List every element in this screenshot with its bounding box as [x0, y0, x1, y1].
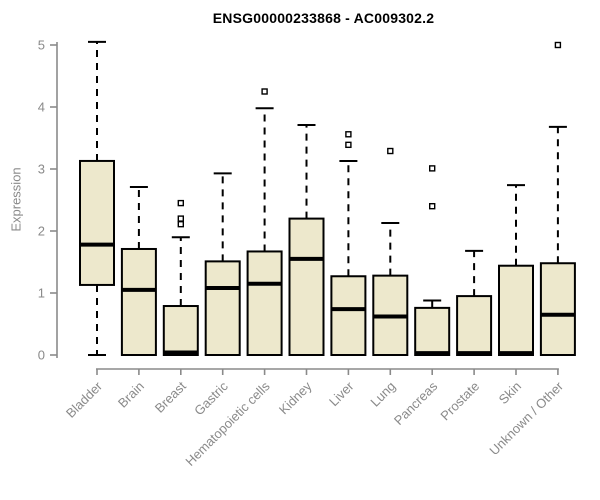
- box-kidney: [288, 217, 325, 356]
- outlier-point-pancreas: [429, 202, 436, 210]
- y-tick-label: 0: [38, 348, 45, 363]
- box-unknown-other: [539, 262, 576, 356]
- outlier-point-liver: [345, 131, 352, 138]
- outlier-point-breast: [177, 199, 185, 207]
- box-hematopoietic-cells: [246, 250, 283, 357]
- y-tick-label: 1: [38, 286, 45, 301]
- y-tick-label: 2: [38, 224, 45, 239]
- x-tick-label-lung: Lung: [367, 379, 398, 410]
- x-tick-label-kidney: Kidney: [276, 378, 315, 417]
- outlier-point-unknown-other: [554, 41, 562, 49]
- x-tick-label-liver: Liver: [326, 378, 357, 409]
- box-gastric: [204, 260, 241, 357]
- box-pancreas: [414, 306, 451, 357]
- y-tick-label: 3: [38, 162, 45, 177]
- chart-title: ENSG00000233868 - AC009302.2: [212, 10, 435, 26]
- x-tick-label-skin: Skin: [496, 379, 524, 407]
- x-tick-label-bladder: Bladder: [63, 378, 106, 421]
- y-tick-label: 4: [38, 100, 45, 115]
- x-tick-label-brain: Brain: [115, 379, 147, 411]
- x-tick-label-gastric: Gastric: [191, 378, 231, 418]
- box-skin: [498, 264, 534, 356]
- box-bladder: [79, 159, 115, 286]
- box-brain: [120, 247, 157, 356]
- outlier-point-liver: [345, 141, 352, 149]
- outlier-point-pancreas: [429, 165, 436, 172]
- y-tick-label: 5: [38, 38, 45, 53]
- box-liver: [330, 275, 367, 357]
- x-tick-label-unknown-other: Unknown / Other: [486, 378, 566, 458]
- outlier-point-hematopoietic-cells: [261, 88, 268, 95]
- x-tick-label-breast: Breast: [152, 378, 189, 415]
- x-tick-label-pancreas: Pancreas: [391, 378, 441, 428]
- x-tick-label-prostate: Prostate: [437, 379, 482, 424]
- outlier-point-breast: [177, 220, 185, 228]
- outlier-point-breast: [177, 215, 185, 222]
- outlier-point-lung: [387, 147, 394, 155]
- box-prostate: [456, 295, 493, 357]
- box-breast: [162, 305, 199, 356]
